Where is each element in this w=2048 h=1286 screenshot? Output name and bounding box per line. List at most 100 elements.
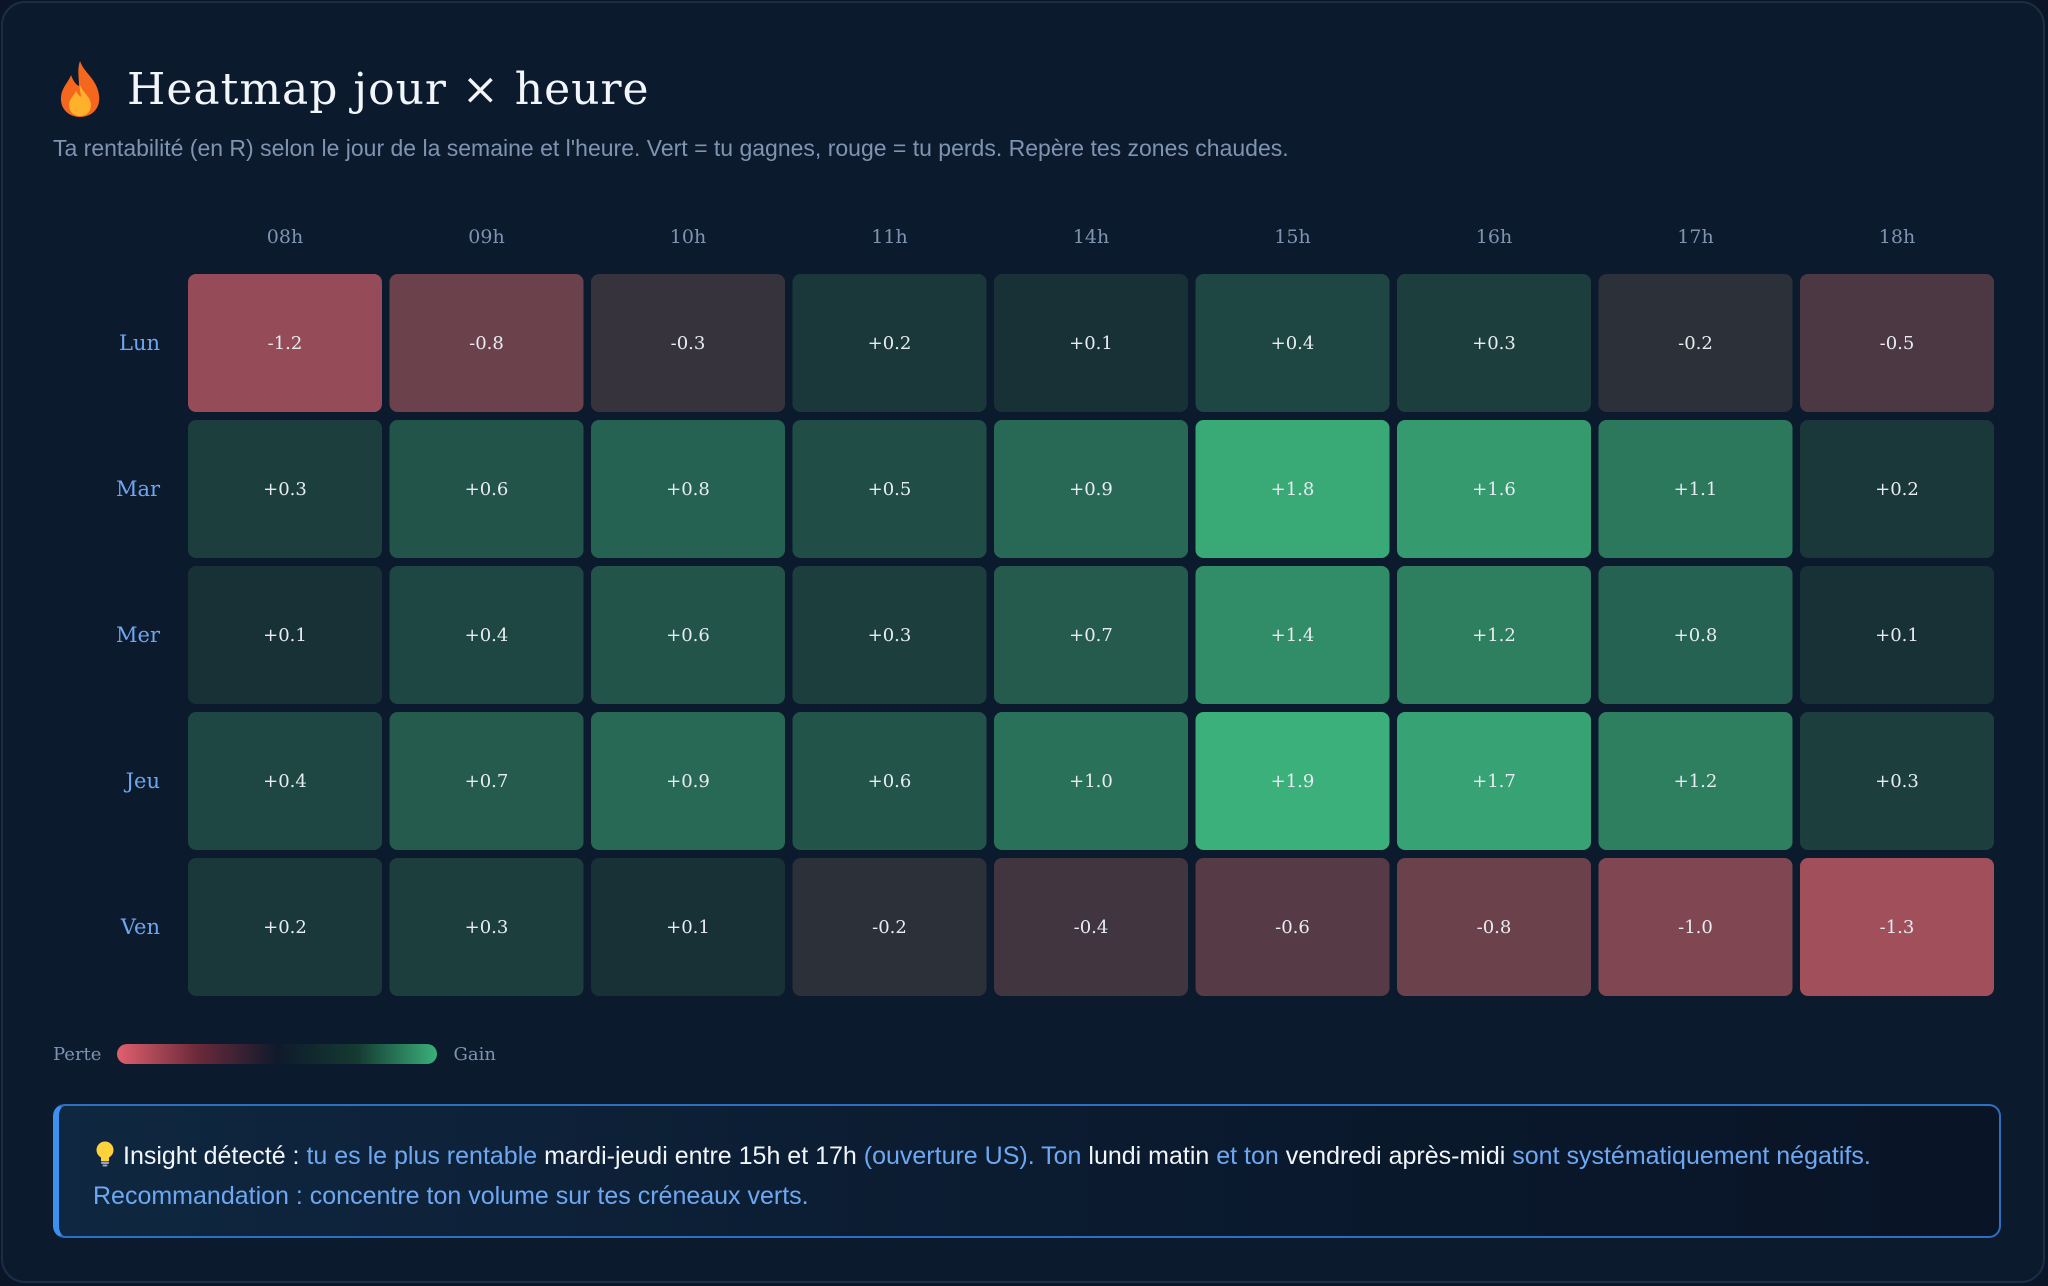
heatmap-cell-ven-11h bbox=[792, 858, 987, 996]
insight-text-2: (ouverture US). Ton bbox=[863, 1142, 1089, 1170]
heatmap-cell-ven-16h bbox=[1397, 858, 1591, 996]
heatmap-chart: 08h 09h 10h 11h 14h 15h 16h 17h 18h Lun -1.2 -0.8 -0… bbox=[116, 226, 1994, 996]
cell-value-label: +0.9 bbox=[666, 771, 710, 792]
heatmap-cell-ven-10h bbox=[591, 858, 785, 996]
cell-value-label: +0.4 bbox=[263, 771, 307, 792]
day-label-ven: Ven bbox=[120, 915, 160, 939]
hour-label-18h: 18h bbox=[1879, 226, 1915, 248]
cell-value-label: -0.3 bbox=[671, 333, 706, 354]
cell-value-label: +1.4 bbox=[1271, 625, 1315, 646]
cell-value-label: +0.1 bbox=[666, 917, 710, 938]
cell-value-label: +1.7 bbox=[1472, 771, 1516, 792]
heatmap-cell-mar-14h bbox=[994, 420, 1188, 558]
cell-value-label: +0.7 bbox=[465, 771, 509, 792]
heatmap-cell-mer-16h bbox=[1397, 566, 1591, 704]
cell-value-label: +1.6 bbox=[1472, 479, 1516, 500]
heatmap-cell-jeu-17h bbox=[1598, 712, 1793, 850]
cell-value-label: +0.5 bbox=[868, 479, 912, 500]
lightbulb-icon bbox=[96, 1141, 114, 1167]
heatmap-cell-lun-16h bbox=[1397, 274, 1591, 412]
heatmap-cell-lun-15h bbox=[1195, 274, 1390, 412]
heatmap-cell-jeu-15h bbox=[1195, 712, 1390, 850]
cell-value-label: +0.2 bbox=[868, 333, 912, 354]
hour-label-16h: 16h bbox=[1476, 226, 1512, 248]
heatmap-cell-ven-09h bbox=[389, 858, 584, 996]
heatmap-cell-lun-17h bbox=[1598, 274, 1793, 412]
heatmap-cell-mar-10h bbox=[591, 420, 785, 558]
insight-highlight-friday: vendredi après-midi bbox=[1285, 1142, 1513, 1170]
insight-lead: Insight détecté : bbox=[123, 1142, 307, 1170]
cell-value-label: +0.8 bbox=[1674, 625, 1718, 646]
day-label-mer: Mer bbox=[116, 623, 161, 647]
cell-value-label: +1.1 bbox=[1674, 479, 1718, 500]
heatmap-cell-ven-15h bbox=[1195, 858, 1390, 996]
heatmap-cell-jeu-14h bbox=[994, 712, 1188, 850]
cell-value-label: +0.3 bbox=[868, 625, 912, 646]
title-text: Heatmap jour × heure bbox=[127, 63, 650, 115]
cell-value-label: +0.4 bbox=[1271, 333, 1315, 354]
cell-value-label: +0.1 bbox=[263, 625, 307, 646]
heatmap-cell-lun-14h bbox=[994, 274, 1188, 412]
cell-value-label: +0.3 bbox=[1472, 333, 1516, 354]
heatmap-cell-mar-18h bbox=[1800, 420, 1994, 558]
heatmap-cell-mer-15h bbox=[1195, 566, 1390, 704]
hour-label-14h: 14h bbox=[1073, 226, 1109, 248]
cell-value-label: +0.2 bbox=[263, 917, 307, 938]
cell-value-label: -0.2 bbox=[1678, 333, 1713, 354]
heatmap-cell-mer-17h bbox=[1598, 566, 1793, 704]
insight-text-3: et ton bbox=[1216, 1142, 1286, 1170]
cell-value-label: +1.0 bbox=[1069, 771, 1113, 792]
insight-box: Insight détecté : tu es le plus rentable… bbox=[53, 1104, 2001, 1238]
heatmap-cell-mer-11h bbox=[792, 566, 987, 704]
heatmap-cell-lun-09h bbox=[389, 274, 584, 412]
legend-low-label: Perte bbox=[53, 1043, 102, 1065]
heatmap-cell-mar-15h bbox=[1195, 420, 1390, 558]
heatmap-cell-mar-17h bbox=[1598, 420, 1793, 558]
cell-value-label: +0.9 bbox=[1069, 479, 1113, 500]
cell-value-label: +1.9 bbox=[1271, 771, 1315, 792]
cell-value-label: +0.2 bbox=[1875, 479, 1919, 500]
heatmap-cell-mer-08h bbox=[188, 566, 382, 704]
legend-gradient-bar bbox=[117, 1044, 438, 1064]
heatmap-cell-mar-09h bbox=[389, 420, 584, 558]
hour-label-10h: 10h bbox=[670, 226, 706, 248]
heatmap-cell-ven-14h bbox=[994, 858, 1188, 996]
cell-value-label: +0.8 bbox=[666, 479, 710, 500]
heatmap-cell-ven-17h bbox=[1598, 858, 1793, 996]
heatmap-cell-mar-11h bbox=[792, 420, 987, 558]
cell-value-label: -1.0 bbox=[1678, 917, 1713, 938]
cell-value-label: +0.7 bbox=[1069, 625, 1113, 646]
cell-value-label: +1.2 bbox=[1674, 771, 1718, 792]
cell-value-label: +1.2 bbox=[1472, 625, 1516, 646]
heatmap-cell-mer-14h bbox=[994, 566, 1188, 704]
legend-high-label: Gain bbox=[453, 1043, 496, 1065]
page-subtitle: Ta rentabilité (en R) selon le jour de l… bbox=[53, 135, 1289, 161]
cell-value-label: -0.6 bbox=[1275, 917, 1310, 938]
color-legend: Perte Gain bbox=[53, 1040, 496, 1068]
cell-value-label: +0.3 bbox=[263, 479, 307, 500]
flame-icon bbox=[60, 61, 100, 117]
heatmap-cell-mar-16h bbox=[1397, 420, 1591, 558]
cell-value-label: +0.3 bbox=[465, 917, 509, 938]
cell-value-label: +0.3 bbox=[1875, 771, 1919, 792]
cell-value-label: -0.8 bbox=[1477, 917, 1512, 938]
cell-value-label: +0.4 bbox=[465, 625, 509, 646]
heatmap-cell-jeu-09h bbox=[389, 712, 584, 850]
cell-value-label: +0.6 bbox=[666, 625, 710, 646]
heatmap-cell-lun-18h bbox=[1800, 274, 1994, 412]
heatmap-cell-jeu-11h bbox=[792, 712, 987, 850]
cell-value-label: -0.2 bbox=[872, 917, 907, 938]
cell-value-label: -1.3 bbox=[1880, 917, 1915, 938]
heatmap-cell-ven-08h bbox=[188, 858, 382, 996]
cell-value-label: +0.6 bbox=[465, 479, 509, 500]
heatmap-cell-jeu-18h bbox=[1800, 712, 1994, 850]
insight-text-1: tu es le plus rentable bbox=[306, 1142, 545, 1170]
day-label-lun: Lun bbox=[119, 331, 160, 355]
cell-value-label: +0.6 bbox=[868, 771, 912, 792]
heatmap-cell-jeu-10h bbox=[591, 712, 785, 850]
heatmap-cell-jeu-16h bbox=[1397, 712, 1591, 850]
hour-label-08h: 08h bbox=[267, 226, 303, 248]
cell-value-label: -1.2 bbox=[268, 333, 303, 354]
heatmap-cell-mer-10h bbox=[591, 566, 785, 704]
heatmap-cell-mer-18h bbox=[1800, 566, 1994, 704]
